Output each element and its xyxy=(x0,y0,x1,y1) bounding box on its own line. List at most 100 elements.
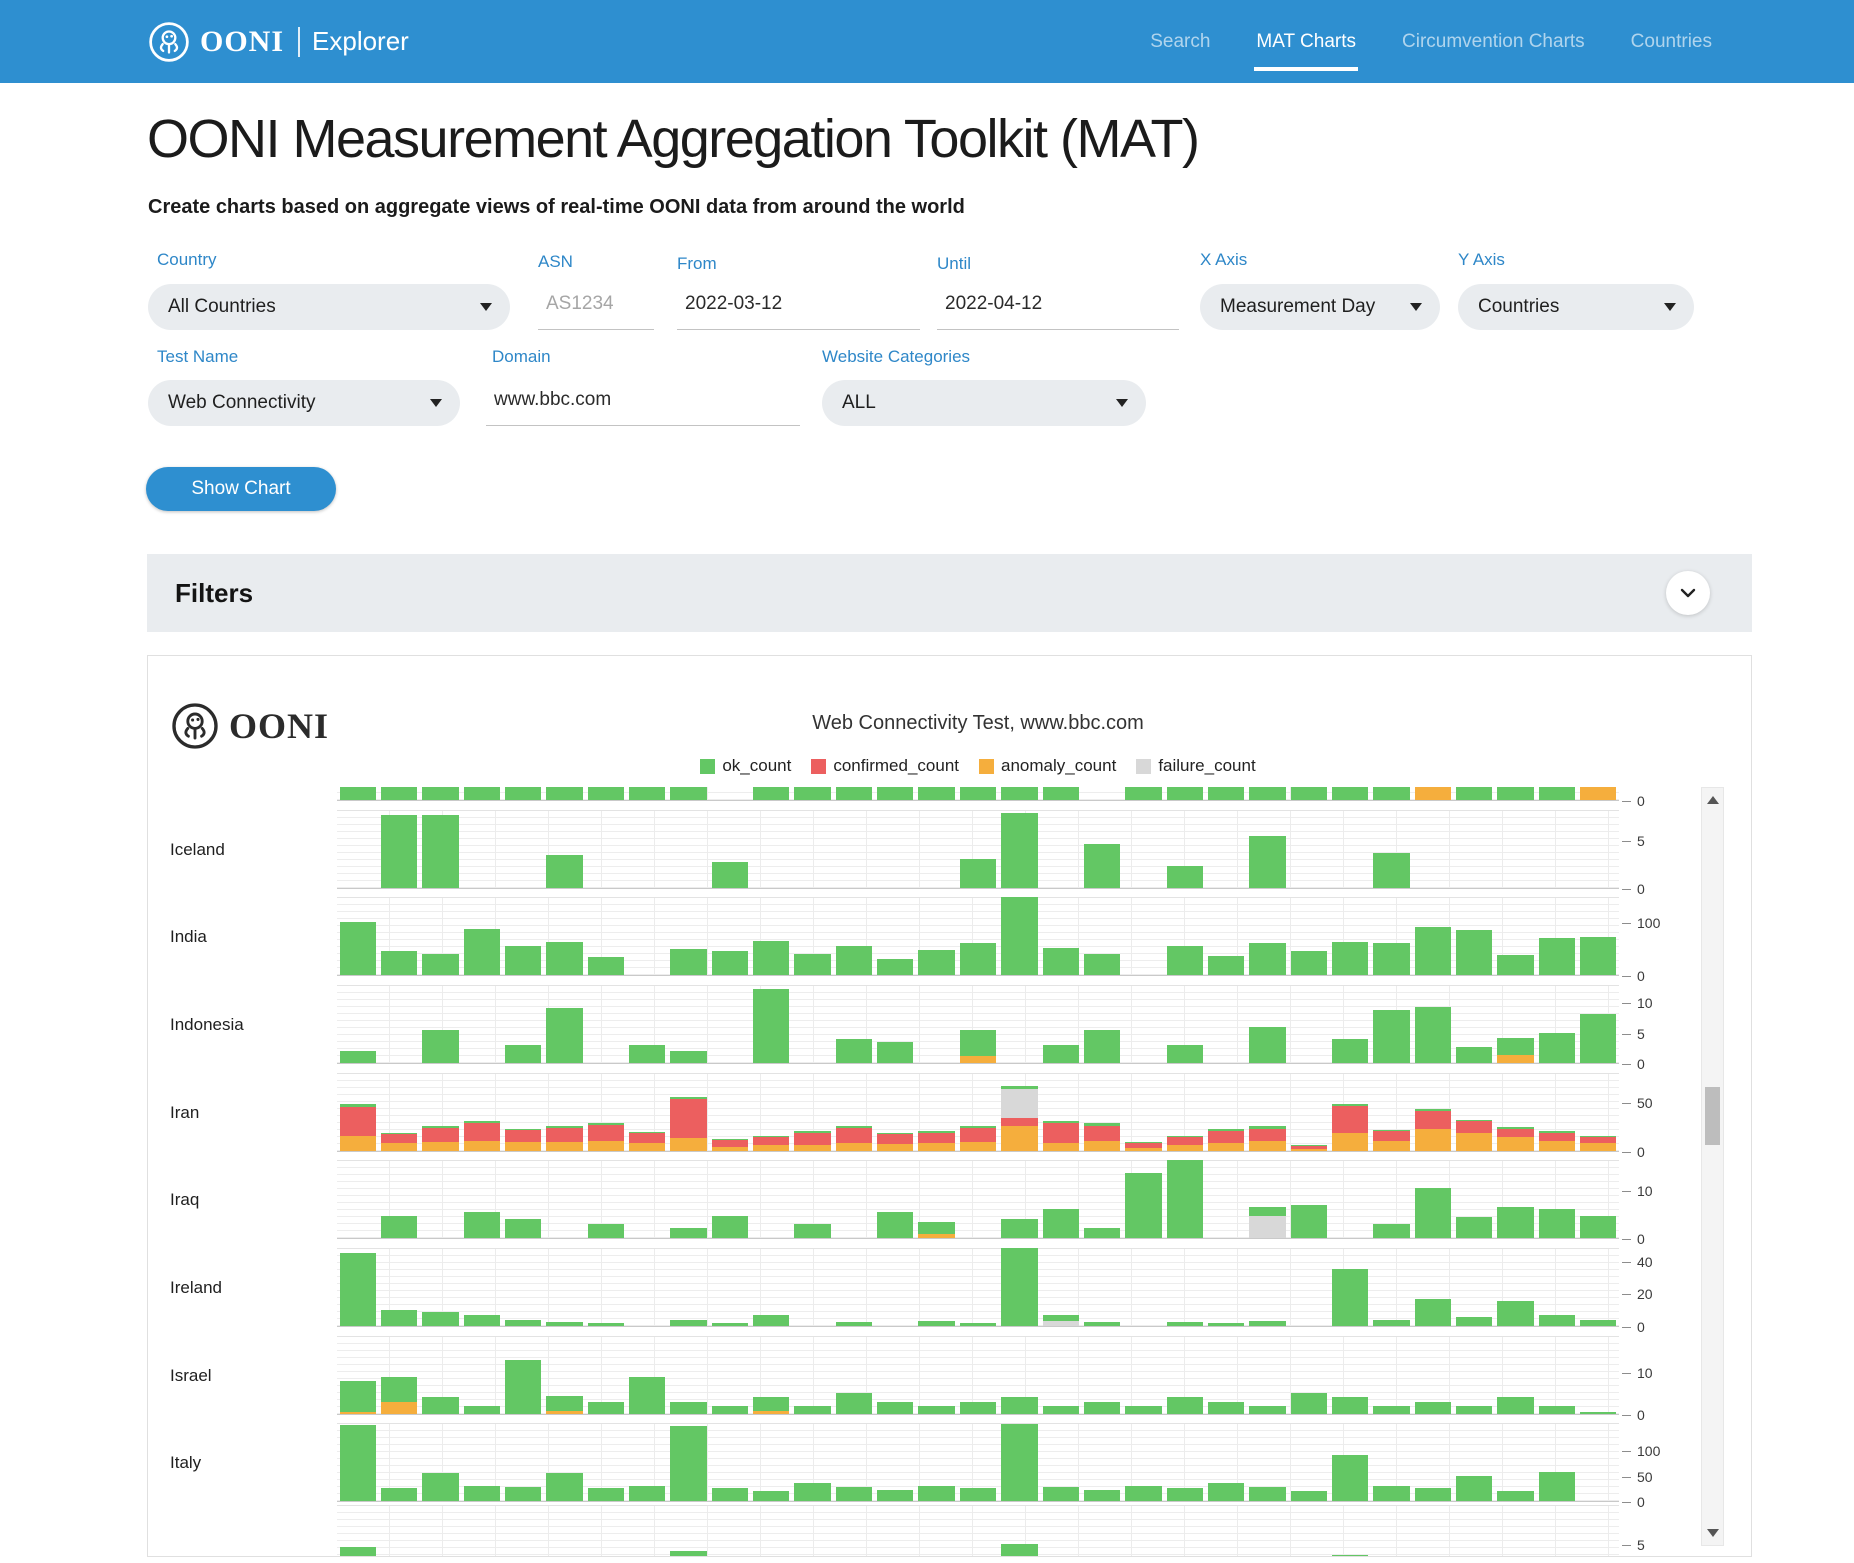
stacked-bar[interactable] xyxy=(670,1050,707,1063)
stacked-bar[interactable] xyxy=(1373,1223,1410,1238)
stacked-bar[interactable] xyxy=(546,1126,583,1151)
stacked-bar[interactable] xyxy=(628,1376,666,1414)
stacked-bar[interactable] xyxy=(1166,787,1203,800)
stacked-bar[interactable] xyxy=(504,1359,542,1414)
stacked-bar[interactable] xyxy=(1373,1010,1410,1063)
stacked-bar[interactable] xyxy=(1290,1204,1327,1238)
stacked-bar[interactable] xyxy=(877,1133,914,1151)
stacked-bar[interactable] xyxy=(1538,1032,1576,1063)
stacked-bar[interactable] xyxy=(1249,1126,1286,1151)
stacked-bar[interactable] xyxy=(918,1131,955,1151)
stacked-bar[interactable] xyxy=(918,1222,955,1238)
stacked-bar[interactable] xyxy=(1332,1555,1369,1556)
stacked-bar[interactable] xyxy=(1249,836,1286,888)
stacked-bar[interactable] xyxy=(670,1096,707,1151)
stacked-bar[interactable] xyxy=(753,1136,790,1151)
stacked-bar[interactable] xyxy=(1538,1405,1576,1414)
stacked-bar[interactable] xyxy=(380,815,418,888)
stacked-bar[interactable] xyxy=(835,945,873,975)
stacked-bar[interactable] xyxy=(670,1320,707,1326)
stacked-bar[interactable] xyxy=(380,787,418,800)
stacked-bar[interactable] xyxy=(422,1126,459,1151)
stacked-bar[interactable] xyxy=(1001,1085,1038,1151)
stacked-bar[interactable] xyxy=(1538,1209,1576,1238)
stacked-bar[interactable] xyxy=(1166,1488,1203,1501)
stacked-bar[interactable] xyxy=(1042,1315,1079,1326)
asn-input[interactable] xyxy=(538,284,654,330)
stacked-bar[interactable] xyxy=(1249,1405,1286,1414)
stacked-bar[interactable] xyxy=(339,1380,376,1414)
stacked-bar[interactable] xyxy=(711,1488,749,1501)
stacked-bar[interactable] xyxy=(1207,1401,1245,1414)
stacked-bar[interactable] xyxy=(670,948,707,975)
stacked-bar[interactable] xyxy=(628,1485,666,1501)
stacked-bar[interactable] xyxy=(877,1401,914,1414)
stacked-bar[interactable] xyxy=(1332,1455,1369,1501)
stacked-bar[interactable] xyxy=(504,946,542,975)
stacked-bar[interactable] xyxy=(835,787,873,800)
stacked-bar[interactable] xyxy=(339,1103,376,1151)
stacked-bar[interactable] xyxy=(835,1486,873,1501)
stacked-bar[interactable] xyxy=(546,942,583,975)
stacked-bar[interactable] xyxy=(1414,1007,1452,1063)
stacked-bar[interactable] xyxy=(670,1228,707,1238)
stacked-bar[interactable] xyxy=(422,1472,459,1501)
stacked-bar[interactable] xyxy=(1580,1319,1617,1326)
website-categories-select[interactable]: ALL xyxy=(822,380,1146,426)
stacked-bar[interactable] xyxy=(1373,787,1410,800)
stacked-bar[interactable] xyxy=(1373,1485,1410,1501)
stacked-bar[interactable] xyxy=(1414,787,1452,800)
stacked-bar[interactable] xyxy=(794,1405,831,1414)
until-date-input[interactable] xyxy=(937,284,1179,330)
stacked-bar[interactable] xyxy=(422,1397,459,1414)
stacked-bar[interactable] xyxy=(628,787,666,800)
stacked-bar[interactable] xyxy=(1207,956,1245,975)
stacked-bar[interactable] xyxy=(753,988,790,1063)
stacked-bar[interactable] xyxy=(1332,1397,1369,1414)
stacked-bar[interactable] xyxy=(587,787,624,800)
stacked-bar[interactable] xyxy=(1249,787,1286,800)
stacked-bar[interactable] xyxy=(1332,1269,1369,1326)
stacked-bar[interactable] xyxy=(1083,1401,1121,1414)
stacked-bar[interactable] xyxy=(1083,1489,1121,1501)
stacked-bar[interactable] xyxy=(1497,1397,1534,1414)
nav-item-circumvention-charts[interactable]: Circumvention Charts xyxy=(1402,30,1585,52)
stacked-bar[interactable] xyxy=(339,922,376,975)
stacked-bar[interactable] xyxy=(753,940,790,975)
stacked-bar[interactable] xyxy=(670,787,707,800)
stacked-bar[interactable] xyxy=(504,1218,542,1238)
y-axis-select[interactable]: Countries xyxy=(1458,284,1694,330)
stacked-bar[interactable] xyxy=(546,1472,583,1501)
stacked-bar[interactable] xyxy=(1001,787,1038,800)
stacked-bar[interactable] xyxy=(380,951,418,975)
stacked-bar[interactable] xyxy=(959,1401,997,1414)
stacked-bar[interactable] xyxy=(1166,865,1203,888)
stacked-bar[interactable] xyxy=(1290,787,1327,800)
stacked-bar[interactable] xyxy=(1166,946,1203,975)
stacked-bar[interactable] xyxy=(1373,1405,1410,1414)
stacked-bar[interactable] xyxy=(463,1485,500,1501)
stacked-bar[interactable] xyxy=(835,1393,873,1414)
x-axis-select[interactable]: Measurement Day xyxy=(1200,284,1440,330)
stacked-bar[interactable] xyxy=(1083,1228,1121,1238)
stacked-bar[interactable] xyxy=(1456,1405,1493,1414)
stacked-bar[interactable] xyxy=(628,1132,666,1151)
nav-item-mat-charts[interactable]: MAT Charts xyxy=(1254,25,1358,71)
stacked-bar[interactable] xyxy=(1001,1543,1038,1556)
stacked-bar[interactable] xyxy=(463,1314,500,1326)
stacked-bar[interactable] xyxy=(1083,1123,1121,1151)
stacked-bar[interactable] xyxy=(959,943,997,975)
stacked-bar[interactable] xyxy=(1166,1044,1203,1063)
brand[interactable]: OONI Explorer xyxy=(148,0,409,83)
show-chart-button[interactable]: Show Chart xyxy=(146,467,336,511)
stacked-bar[interactable] xyxy=(1042,1405,1079,1414)
stacked-bar[interactable] xyxy=(422,787,459,800)
stacked-bar[interactable] xyxy=(380,1488,418,1501)
stacked-bar[interactable] xyxy=(1290,1393,1327,1414)
stacked-bar[interactable] xyxy=(1249,1026,1286,1063)
stacked-bar[interactable] xyxy=(877,1489,914,1501)
stacked-bar[interactable] xyxy=(1456,787,1493,800)
stacked-bar[interactable] xyxy=(1332,1103,1369,1151)
legend-item-confirmed_count[interactable]: confirmed_count xyxy=(811,756,959,776)
stacked-bar[interactable] xyxy=(959,787,997,800)
